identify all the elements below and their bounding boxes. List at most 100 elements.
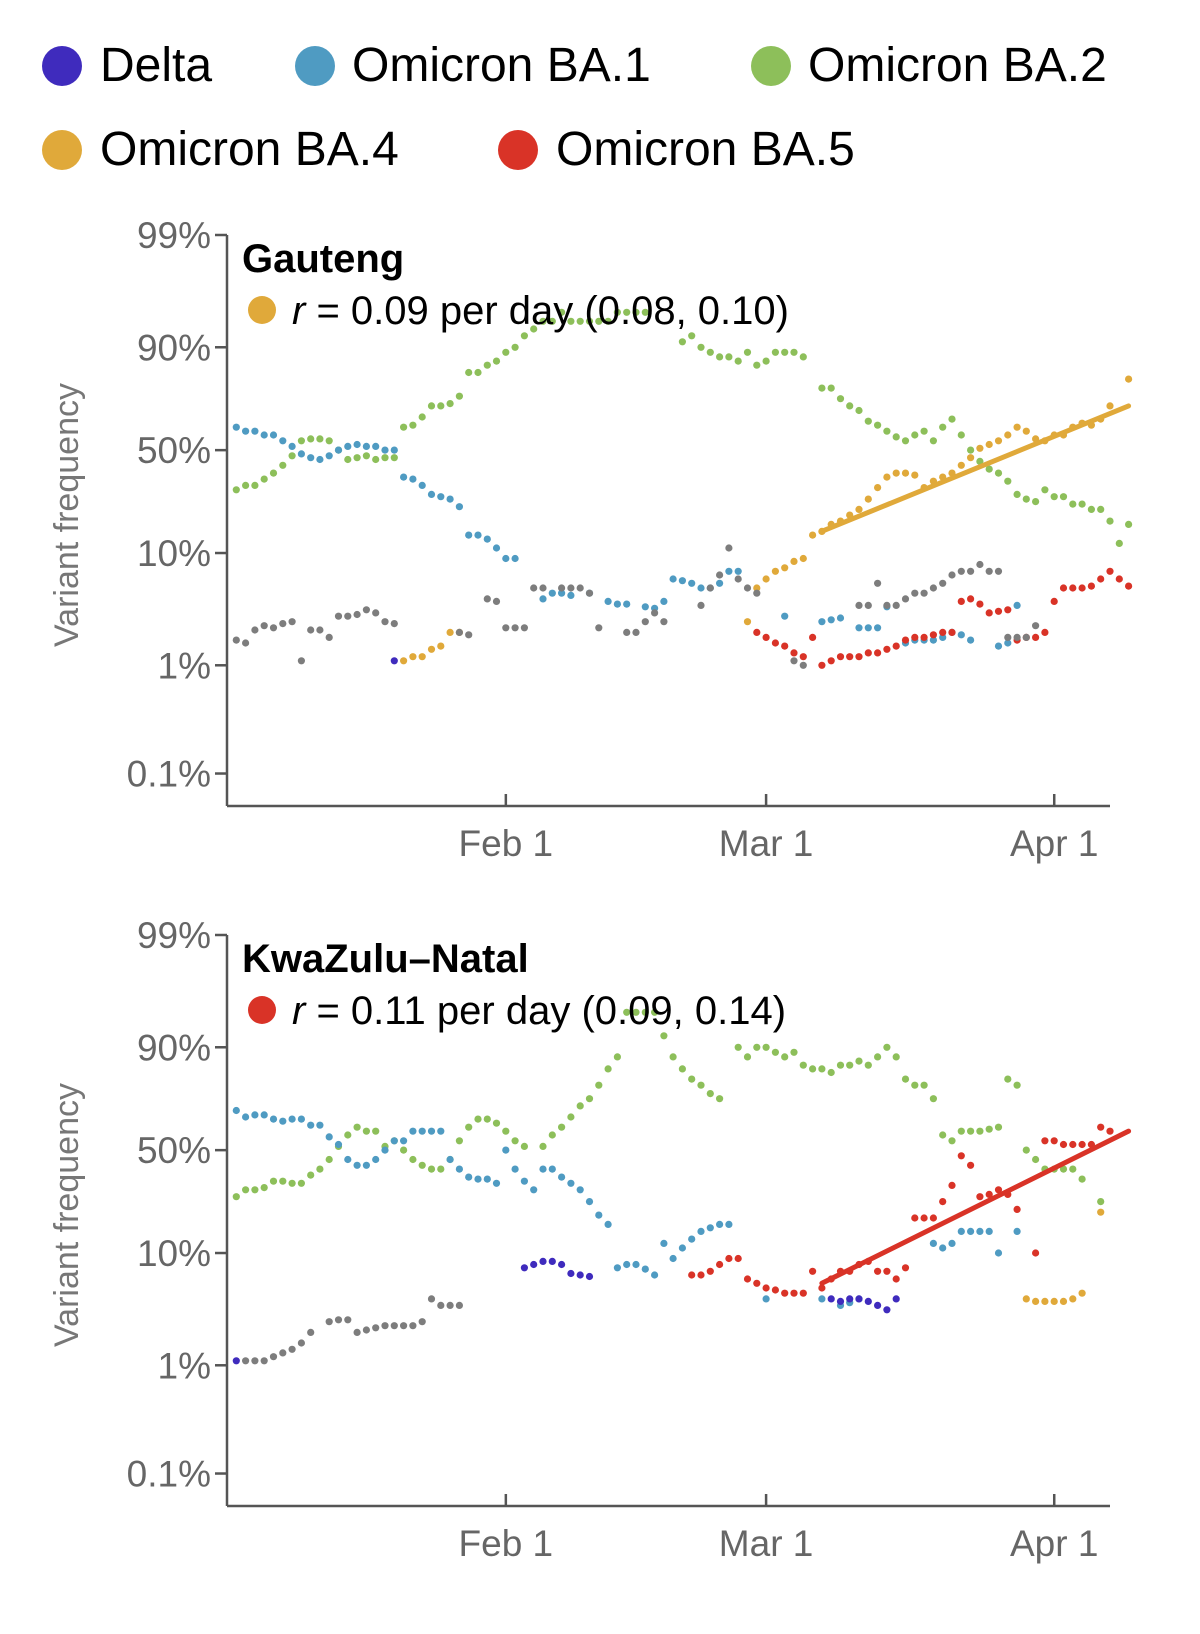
point-omicron-ba-2 [437, 1165, 445, 1173]
point-omicron-ba-1 [697, 1227, 705, 1235]
panel-title: Gauteng [242, 237, 404, 281]
point-delta [520, 1264, 529, 1272]
point-omicron-ba-2 [520, 1142, 529, 1150]
point-other [576, 584, 584, 592]
point-other [344, 612, 352, 620]
point-omicron-ba-2 [316, 435, 324, 443]
legend-marker-ba4 [42, 130, 82, 170]
point-omicron-ba-2 [855, 1057, 863, 1065]
y-tick-label: 99% [137, 915, 211, 956]
point-omicron-ba-2 [846, 1061, 854, 1069]
point-omicron-ba-1 [855, 624, 863, 632]
point-other [585, 589, 594, 597]
point-omicron-ba-5 [864, 649, 872, 657]
point-delta [874, 1301, 882, 1309]
point-omicron-ba-2 [427, 1165, 436, 1173]
point-omicron-ba-2 [400, 1146, 408, 1154]
point-omicron-ba-5 [1078, 1140, 1086, 1149]
point-omicron-ba-5 [892, 642, 900, 650]
point-omicron-ba-1 [604, 1220, 612, 1228]
point-omicron-ba-4 [1125, 375, 1133, 383]
point-omicron-ba-4 [874, 484, 882, 492]
point-omicron-ba-2 [678, 1065, 687, 1073]
point-omicron-ba-5 [920, 633, 928, 641]
point-omicron-ba-1 [585, 1198, 594, 1206]
point-omicron-ba-4 [1013, 423, 1021, 431]
y-tick-label: 90% [137, 327, 211, 368]
y-tick-label: 0.1% [127, 1454, 211, 1495]
point-omicron-ba-5 [929, 1214, 938, 1222]
point-omicron-ba-2 [1097, 1198, 1105, 1206]
point-delta [892, 1295, 900, 1303]
point-omicron-ba-1 [307, 1121, 315, 1129]
point-omicron-ba-2 [242, 481, 250, 489]
point-omicron-ba-2 [502, 348, 510, 356]
point-omicron-ba-2 [725, 353, 733, 361]
point-omicron-ba-5 [688, 1271, 696, 1279]
point-omicron-ba-2 [260, 1184, 268, 1192]
point-omicron-ba-1 [576, 1186, 584, 1194]
point-omicron-ba-2 [251, 1186, 259, 1194]
legend-item-delta: Delta [42, 39, 212, 92]
point-other [855, 601, 863, 609]
point-omicron-ba-4 [418, 653, 426, 661]
point-omicron-ba-1 [288, 1115, 296, 1123]
point-other [567, 584, 575, 592]
point-omicron-ba-2 [232, 486, 240, 494]
point-omicron-ba-5 [1050, 1137, 1058, 1145]
point-other [641, 618, 649, 626]
legend-marker-ba5 [498, 130, 538, 170]
point-omicron-ba-2 [883, 427, 891, 435]
point-omicron-ba-2 [688, 1075, 696, 1083]
point-omicron-ba-2 [604, 317, 612, 325]
point-omicron-ba-5 [1115, 575, 1123, 583]
point-omicron-ba-5 [1041, 1137, 1049, 1145]
point-omicron-ba-1 [1013, 601, 1021, 609]
point-delta [855, 1295, 863, 1303]
point-omicron-ba-1 [446, 1155, 454, 1164]
x-axis: Feb 1 Mar 1 Apr 1 [459, 1494, 1098, 1564]
point-delta [390, 657, 398, 665]
point-omicron-ba-2 [1022, 1146, 1030, 1154]
point-omicron-ba-2 [595, 1081, 603, 1089]
point-omicron-ba-1 [427, 1127, 436, 1135]
point-other [353, 610, 361, 619]
point-omicron-ba-2 [585, 1095, 594, 1103]
point-omicron-ba-2 [1013, 1081, 1021, 1089]
point-omicron-ba-4 [400, 657, 408, 665]
point-omicron-ba-5 [883, 645, 891, 653]
point-omicron-ba-2 [864, 417, 872, 425]
point-delta [567, 1269, 575, 1278]
point-other [260, 1357, 268, 1365]
point-omicron-ba-2 [911, 1081, 919, 1089]
point-omicron-ba-5 [911, 633, 919, 641]
x-tick-label: Mar 1 [719, 1523, 814, 1564]
point-omicron-ba-1 [604, 597, 612, 605]
point-omicron-ba-2 [846, 402, 854, 410]
point-omicron-ba-1 [390, 1137, 398, 1145]
point-other [344, 1316, 352, 1324]
point-other [595, 624, 603, 632]
point-other [251, 1357, 259, 1365]
x-tick-label: Apr 1 [1010, 1523, 1098, 1564]
point-other [994, 567, 1003, 575]
point-omicron-ba-1 [334, 1140, 343, 1149]
y-axis-label: Variant frequency [48, 383, 86, 647]
point-omicron-ba-2 [799, 353, 807, 361]
point-omicron-ba-1 [939, 633, 947, 641]
point-omicron-ba-1 [567, 1179, 575, 1187]
point-omicron-ba-4 [762, 575, 770, 583]
point-omicron-ba-5 [753, 1279, 761, 1287]
point-omicron-ba-5 [985, 609, 993, 617]
point-omicron-ba-1 [353, 1161, 361, 1169]
point-omicron-ba-2 [818, 1065, 826, 1073]
point-omicron-ba-2 [437, 402, 445, 410]
y-tick-label: 10% [137, 1233, 211, 1274]
x-tick-label: Mar 1 [719, 823, 814, 864]
point-omicron-ba-4 [427, 645, 436, 653]
point-omicron-ba-2 [400, 423, 408, 431]
point-omicron-ba-1 [325, 452, 333, 460]
point-other [706, 584, 714, 592]
point-omicron-ba-4 [985, 440, 993, 449]
point-other [279, 1349, 287, 1357]
